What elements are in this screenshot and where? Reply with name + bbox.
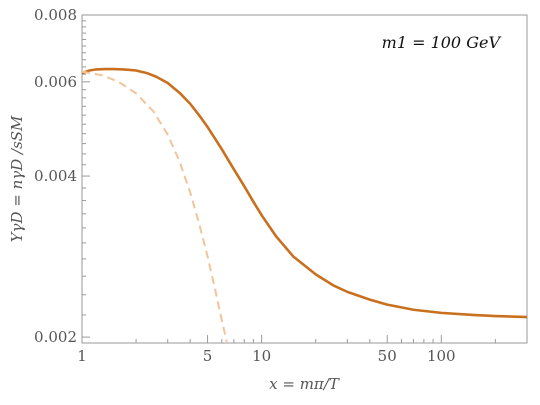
y-tick-label: 0.006 xyxy=(34,73,77,91)
x-axis-title: x = mπ/T xyxy=(269,375,340,393)
series-line-solid xyxy=(81,67,528,319)
y-axis-title: YγD = nγD /sSM xyxy=(8,115,26,242)
series-line-dashed xyxy=(81,70,228,343)
x-tick-label: 5 xyxy=(203,347,213,365)
x-tick-label: 10 xyxy=(252,347,271,365)
x-axis-ticks: 1 5 10 50 100 xyxy=(77,335,528,365)
series-layer xyxy=(81,67,528,343)
x-tick-label: 100 xyxy=(427,347,456,365)
y-tick-label: 0.002 xyxy=(34,328,77,346)
y-axis-ticks: 0.002 0.004 0.006 0.008 xyxy=(34,6,90,346)
x-tick-label: 1 xyxy=(77,347,87,365)
y-tick-label: 0.004 xyxy=(34,167,77,185)
x-tick-label: 50 xyxy=(378,347,397,365)
plot-frame xyxy=(81,14,528,344)
mass-annotation: m1 = 100 GeV xyxy=(382,33,502,52)
y-tick-label: 0.008 xyxy=(34,6,77,24)
